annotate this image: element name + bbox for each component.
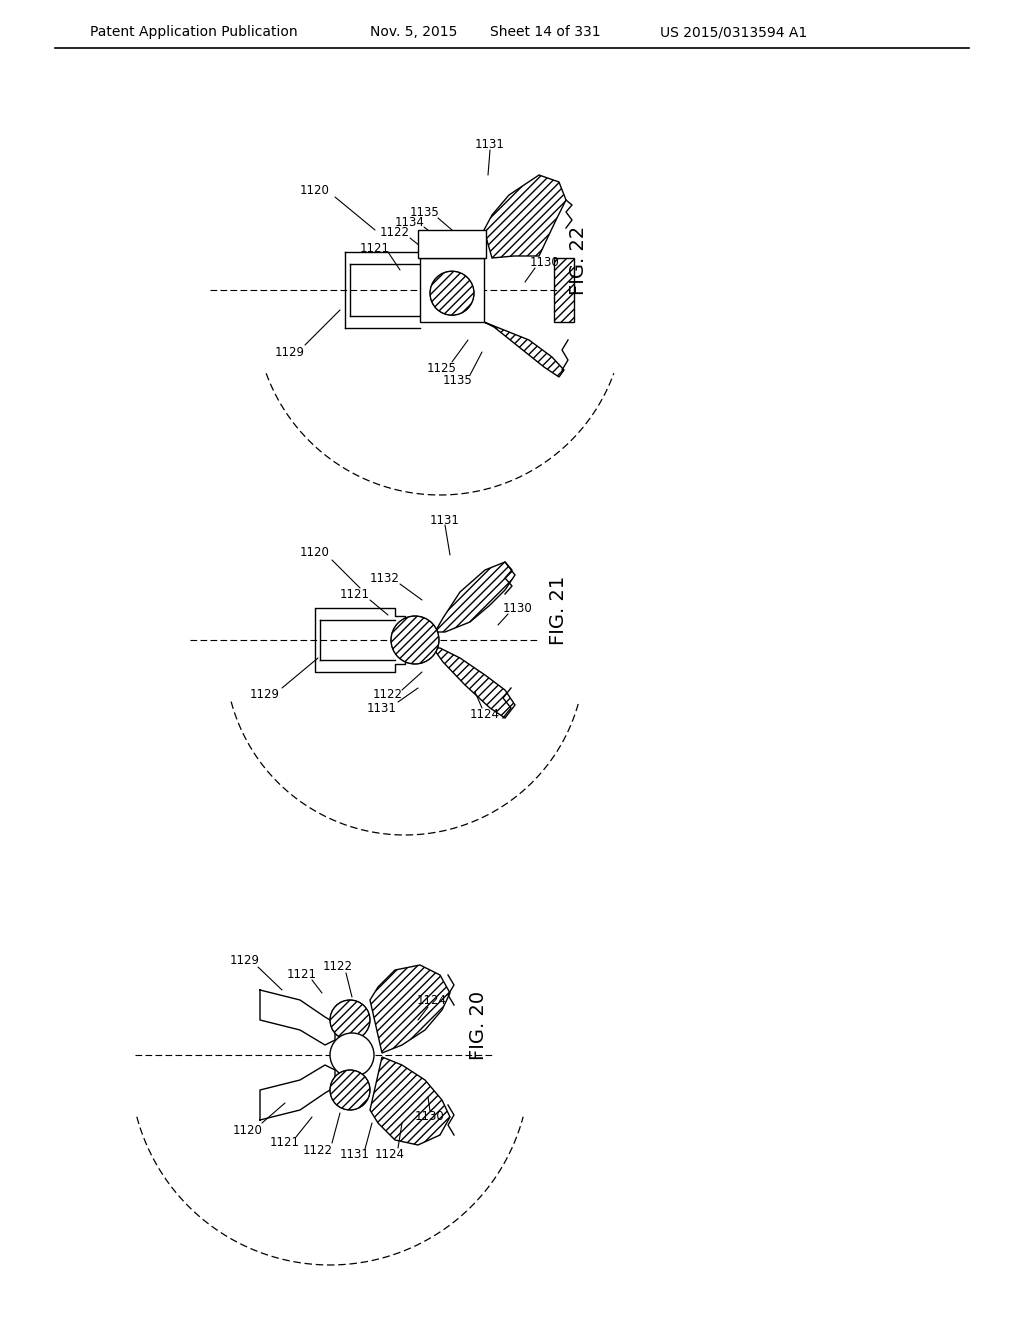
Text: US 2015/0313594 A1: US 2015/0313594 A1 xyxy=(660,25,807,40)
Circle shape xyxy=(430,271,474,315)
Circle shape xyxy=(330,1001,370,1040)
Text: 1121: 1121 xyxy=(360,242,390,255)
Text: 1129: 1129 xyxy=(275,346,305,359)
Polygon shape xyxy=(433,648,515,718)
Text: 1124: 1124 xyxy=(470,709,500,722)
Text: 1120: 1120 xyxy=(233,1123,263,1137)
Text: 1122: 1122 xyxy=(303,1143,333,1156)
Text: 1131: 1131 xyxy=(475,139,505,152)
Polygon shape xyxy=(435,562,515,632)
Text: 1132: 1132 xyxy=(370,572,400,585)
Text: FIG. 21: FIG. 21 xyxy=(549,576,567,644)
Bar xyxy=(420,257,484,322)
Polygon shape xyxy=(484,176,566,257)
Text: FIG. 22: FIG. 22 xyxy=(568,226,588,294)
Bar xyxy=(418,230,486,257)
Text: 1131: 1131 xyxy=(430,513,460,527)
Polygon shape xyxy=(554,257,574,322)
Text: 1125: 1125 xyxy=(427,362,457,375)
Text: 1124: 1124 xyxy=(375,1148,406,1162)
Text: 1122: 1122 xyxy=(323,961,353,974)
Text: 1124: 1124 xyxy=(417,994,447,1006)
Text: Sheet 14 of 331: Sheet 14 of 331 xyxy=(490,25,601,40)
Text: 1120: 1120 xyxy=(300,183,330,197)
Circle shape xyxy=(330,1034,374,1077)
Text: 1130: 1130 xyxy=(530,256,560,268)
Text: 1130: 1130 xyxy=(415,1110,444,1123)
Text: 1135: 1135 xyxy=(443,374,473,387)
Text: 1121: 1121 xyxy=(340,589,370,602)
Text: 1120: 1120 xyxy=(300,545,330,558)
Text: 1135: 1135 xyxy=(411,206,440,219)
Text: 1129: 1129 xyxy=(230,953,260,966)
Text: 1122: 1122 xyxy=(373,689,403,701)
Text: 1131: 1131 xyxy=(340,1148,370,1162)
Text: 1130: 1130 xyxy=(503,602,532,615)
Text: 1131: 1131 xyxy=(367,701,397,714)
Polygon shape xyxy=(484,322,564,378)
Circle shape xyxy=(391,616,439,664)
Text: 1134: 1134 xyxy=(395,215,425,228)
Text: 1129: 1129 xyxy=(250,689,280,701)
Circle shape xyxy=(330,1071,370,1110)
Polygon shape xyxy=(370,1057,450,1144)
Text: 1121: 1121 xyxy=(270,1137,300,1150)
Text: FIG. 20: FIG. 20 xyxy=(469,990,487,1060)
Text: 1121: 1121 xyxy=(287,969,317,982)
Text: 1122: 1122 xyxy=(380,227,410,239)
Text: Patent Application Publication: Patent Application Publication xyxy=(90,25,298,40)
Polygon shape xyxy=(370,965,450,1053)
Text: Nov. 5, 2015: Nov. 5, 2015 xyxy=(370,25,458,40)
